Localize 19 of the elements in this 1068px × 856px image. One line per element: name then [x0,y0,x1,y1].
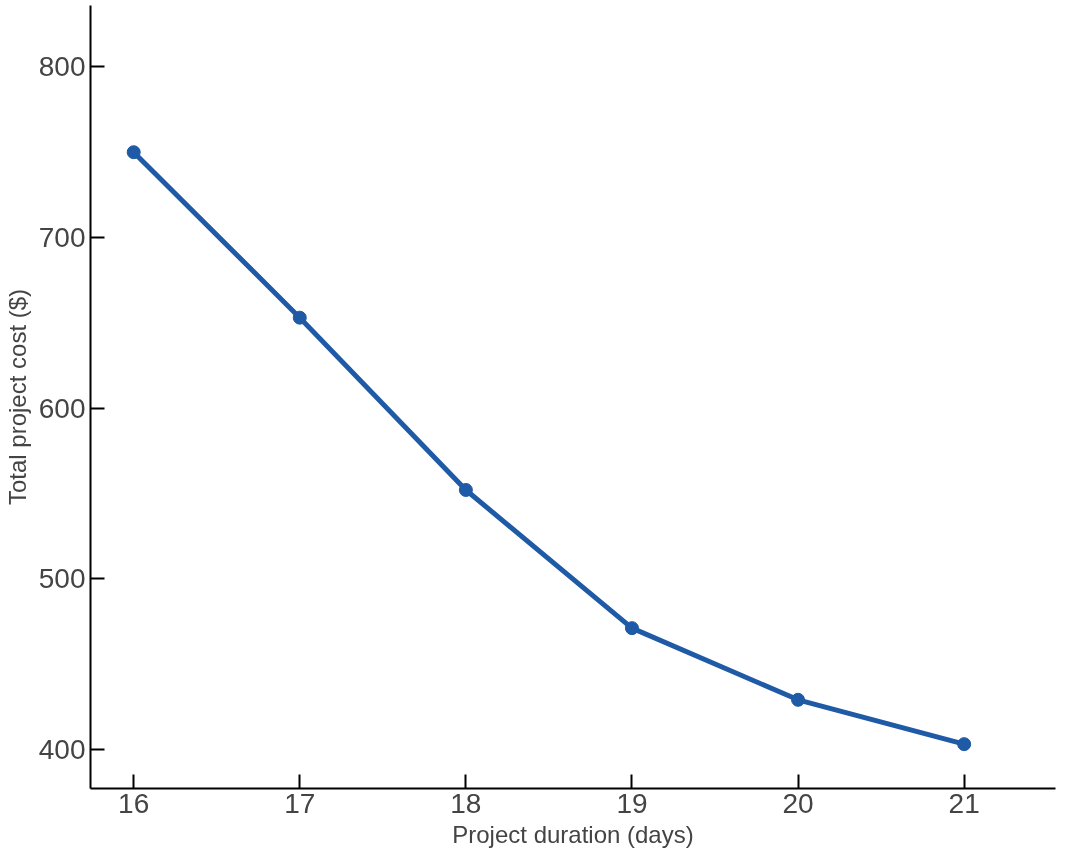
x-axis-title: Project duration (days) [452,820,694,848]
y-tick-label: 500 [38,563,86,595]
point [957,737,972,752]
point [292,310,307,325]
x-tick-label: 19 [616,787,648,819]
x-tick-label: 18 [450,787,482,819]
y-tick-label: 700 [38,222,86,253]
point [624,621,639,636]
y-axis-title: Total project cost ($) [3,288,31,506]
x-tick-label: 17 [284,787,316,819]
x-tick-label: 20 [782,787,814,819]
point [126,145,141,160]
y-tick-label: 600 [38,392,86,424]
point [791,692,806,707]
point [458,482,473,497]
x-tick-label: 16 [118,787,150,819]
y-tick-label: 400 [38,733,86,765]
x-tick-label: 21 [948,787,980,819]
y-tick-label: 800 [38,51,86,83]
